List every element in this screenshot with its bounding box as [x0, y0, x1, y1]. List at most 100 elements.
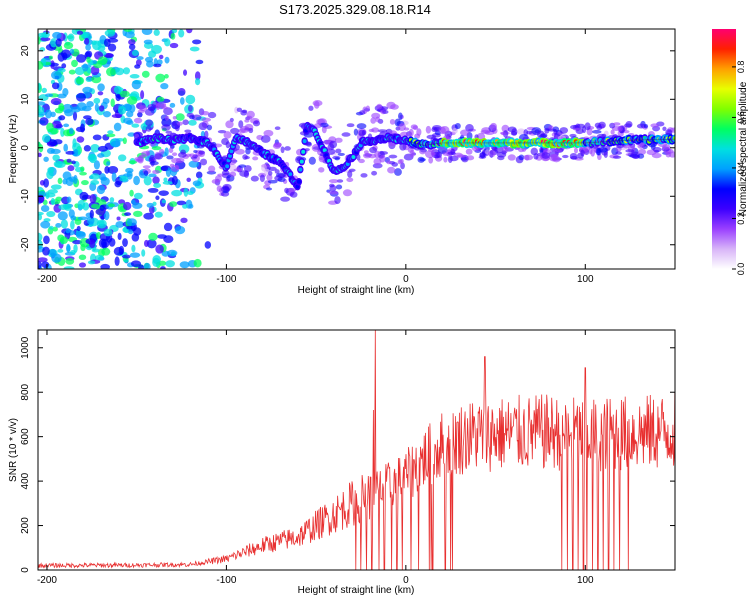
spectrogram-cell [71, 59, 78, 68]
spectrogram-cell [517, 128, 526, 135]
spectrogram-cell [66, 243, 71, 253]
spectrogram-cell [198, 150, 205, 155]
spectrogram-cell [123, 29, 133, 32]
spectrogram-cell [169, 42, 179, 49]
spectrogram-cell [178, 29, 185, 38]
spectrogram-cell [85, 44, 92, 51]
spectrogram-cell [91, 40, 97, 46]
spectrogram-cell [394, 168, 402, 176]
spectrogram-cell [319, 122, 329, 128]
spectrogram-cell [630, 151, 640, 159]
chart-title: S173.2025.329.08.18.R14 [279, 2, 431, 17]
spectrogram-cell [369, 146, 378, 154]
spectrogram-cell [111, 114, 123, 119]
spectrogram-cell [83, 144, 91, 152]
spectrogram-cell [80, 166, 85, 172]
spectrogram-cell [162, 180, 173, 185]
spectrogram-cell [43, 156, 49, 162]
spectrogram-cell [436, 151, 443, 159]
snr-y-tick-label: 200 [20, 517, 31, 534]
spectrogram-cell [334, 196, 341, 205]
spectrogram-cell [329, 140, 338, 149]
spectrogram-cell [82, 86, 93, 94]
spectrogram-cell [126, 225, 133, 230]
spectrogram-cell [148, 232, 158, 241]
spectrogram-cell [348, 168, 356, 172]
colorbar-tick-label: 0.4 [736, 162, 746, 175]
spectrogram-cell [161, 199, 167, 204]
spectrogram-cell [356, 123, 367, 129]
spectrogram-cell [110, 98, 115, 107]
spectrogram-cell [58, 105, 65, 111]
spectrogram-cell [185, 94, 196, 105]
spectrogram-cell [158, 54, 164, 60]
spectrogram-cell [306, 142, 312, 147]
spectrogram-cell [115, 93, 121, 102]
snr-background [38, 330, 675, 570]
spectrogram-cell [46, 122, 54, 133]
spectrogram-cell [171, 157, 182, 164]
spectrogram-cell [308, 156, 316, 165]
spectrogram-cell [46, 211, 56, 218]
snr-y-tick-label: 0 [20, 567, 31, 573]
spectrogram-cell [158, 260, 167, 266]
spectrogram-cell [94, 103, 99, 112]
snr-panel: -200 -100 0 100 0 200 400 600 800 1000 Height of… [8, 329, 676, 596]
spectrogram-cell [109, 197, 115, 203]
spectrogram-cell [615, 151, 622, 155]
spectrogram-cell [361, 129, 367, 136]
spectrogram-cell [40, 220, 51, 229]
spectrogram-cell [57, 52, 65, 62]
spectrogram-cell [52, 31, 62, 39]
spectrogram-cell [204, 241, 212, 249]
spectrogram-cell [103, 228, 113, 237]
spectrogram-cell [93, 160, 101, 170]
spectrogram-cell [38, 60, 44, 70]
snr-x-label: Height of straight line (km) [298, 585, 415, 596]
spectrogram-cell [438, 126, 446, 135]
spectrogram-cell [76, 54, 87, 63]
spectrogram-cell [164, 115, 170, 121]
spectrogram-cell [134, 64, 141, 69]
spectrogram-cell [113, 122, 122, 132]
spectrogram-cell [192, 180, 202, 187]
spectrogram-cell [375, 116, 380, 123]
spectrogram-cell [651, 152, 662, 159]
spectrogram-cell [104, 166, 110, 174]
spectrogram-cell [103, 110, 111, 118]
spectrogram-cell [47, 189, 59, 194]
spectrogram-cell [201, 117, 212, 122]
spectrogram-cell [160, 165, 169, 172]
spectrogram-cell [358, 158, 365, 164]
spectrogram-cell [131, 49, 139, 57]
spectrogram-cell [88, 239, 96, 249]
spectrogram-cell [145, 119, 154, 127]
spectrogram-cell [400, 162, 405, 170]
spectrogram-cell [122, 137, 127, 145]
spectrogram-cell [170, 32, 176, 40]
spectrogram-cell [598, 121, 606, 129]
spectrogram-cell [610, 129, 615, 135]
spectrogram-cell [552, 156, 561, 163]
spectrogram-cell [117, 154, 127, 162]
spectrogram-y-tick-label: 0 [20, 145, 31, 151]
spectrogram-cell [137, 112, 143, 118]
spectrogram-cell [106, 133, 116, 138]
spectrogram-cell [87, 154, 97, 162]
spectrogram-cell [453, 152, 463, 158]
spectrogram-cell [133, 192, 143, 200]
spectrogram-cell [97, 91, 104, 96]
spectrogram-cell [399, 158, 404, 164]
spectrogram-cell [119, 90, 130, 98]
spectrogram-ridge-core [229, 149, 234, 154]
spectrogram-cell [328, 190, 339, 195]
spectrogram-cell [169, 163, 175, 168]
spectrogram-cell [117, 105, 127, 115]
spectrogram-cell [479, 152, 486, 158]
spectrogram-cell [368, 153, 377, 159]
spectrogram-cell [77, 216, 89, 221]
spectrogram-cell [65, 257, 75, 265]
spectrogram-cell [274, 126, 281, 131]
spectrogram-cell [569, 152, 578, 160]
spectrogram-cell [53, 160, 63, 168]
